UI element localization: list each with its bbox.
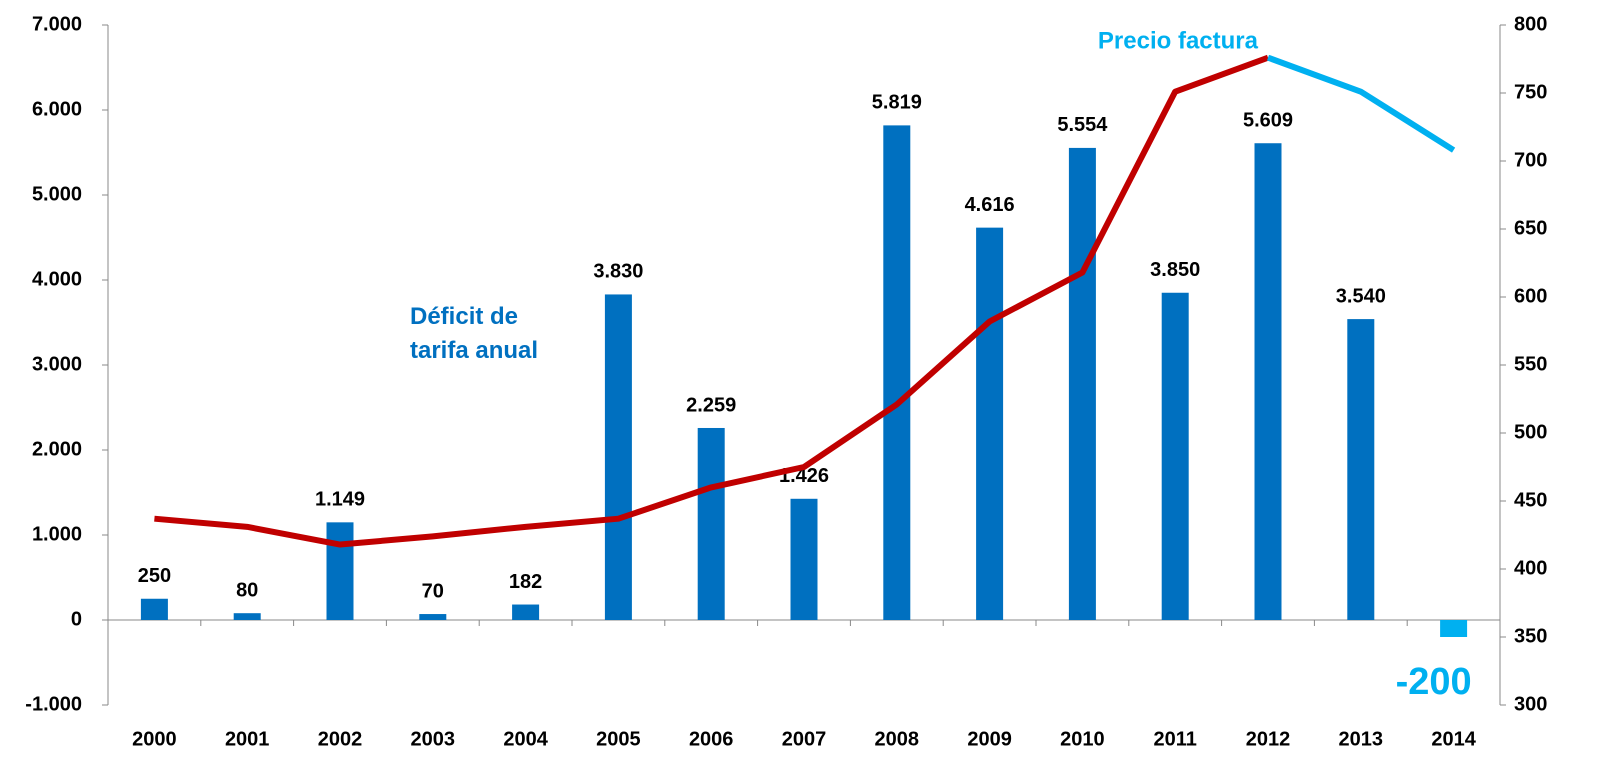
y2-tick-label: 600 [1514,285,1547,307]
value-label: 1.149 [315,489,365,511]
y2-tick-label: 750 [1514,81,1547,103]
y-tick-label: 3.000 [32,353,82,375]
value-label: 70 [422,580,444,602]
bar [697,427,725,620]
y2-tick-label: 450 [1514,489,1547,511]
x-tick-label: 2014 [1431,728,1476,750]
bar [790,498,818,620]
bar [1161,292,1189,620]
bar [976,227,1004,620]
bar [419,614,447,620]
bar [883,125,911,620]
x-tick-label: 2009 [967,728,1012,750]
y2-tick-label: 550 [1514,353,1547,375]
bar [512,604,540,620]
x-tick-label: 2002 [318,728,363,750]
value-label: 5.609 [1243,110,1293,132]
y2-tick-label: 300 [1514,693,1547,715]
x-tick-label: 2013 [1339,728,1384,750]
y-tick-label: 0 [71,608,82,630]
value-label: 4.616 [965,194,1015,216]
bar [1347,319,1375,620]
value-label: 5.819 [872,92,922,114]
value-label: 3.850 [1150,259,1200,281]
y-tick-label: 6.000 [32,98,82,120]
y-tick-label: 7.000 [32,13,82,35]
value-label: 182 [509,571,542,593]
x-tick-label: 2007 [782,728,827,750]
value-label: 3.540 [1336,285,1386,307]
x-tick-label: 2010 [1060,728,1105,750]
bar-series-label: Déficit de tarifa anual [410,303,539,364]
y2-tick-label: 650 [1514,217,1547,239]
x-tick-label: 2008 [875,728,920,750]
line-series-label: Precio factura [1098,27,1259,54]
value-label: 2.259 [686,394,736,416]
y2-tick-label: 700 [1514,149,1547,171]
x-tick-label: 2003 [411,728,456,750]
line [1266,54,1456,153]
x-tick-label: 2001 [225,728,270,750]
value-label: 250 [138,565,171,587]
bar [1254,143,1282,621]
y2-tick-label: 500 [1514,421,1547,443]
x-tick-label: 2006 [689,728,734,750]
x-tick-label: 2012 [1246,728,1291,750]
y2-tick-label: 350 [1514,625,1547,647]
bar [140,598,168,620]
bar [1440,620,1468,637]
y-tick-label: 5.000 [32,183,82,205]
bar [604,294,632,620]
value-label: 3.830 [593,261,643,283]
x-tick-label: 2000 [132,728,177,750]
y-tick-label: 4.000 [32,268,82,290]
x-tick-label: 2011 [1154,728,1197,750]
y2-tick-label: 800 [1514,13,1547,35]
x-tick-label: 2005 [596,728,641,750]
line [154,54,1270,548]
y-tick-label: -1.000 [25,693,82,715]
value-label: 5.554 [1057,114,1108,136]
value-label: 80 [236,579,258,601]
bar [1068,147,1096,620]
bar [233,613,261,620]
y2-tick-label: 400 [1514,557,1547,579]
bar [326,522,354,620]
value-label: -200 [1396,661,1472,703]
y-tick-label: 1.000 [32,523,82,545]
x-tick-label: 2004 [503,728,548,750]
y-tick-label: 2.000 [32,438,82,460]
